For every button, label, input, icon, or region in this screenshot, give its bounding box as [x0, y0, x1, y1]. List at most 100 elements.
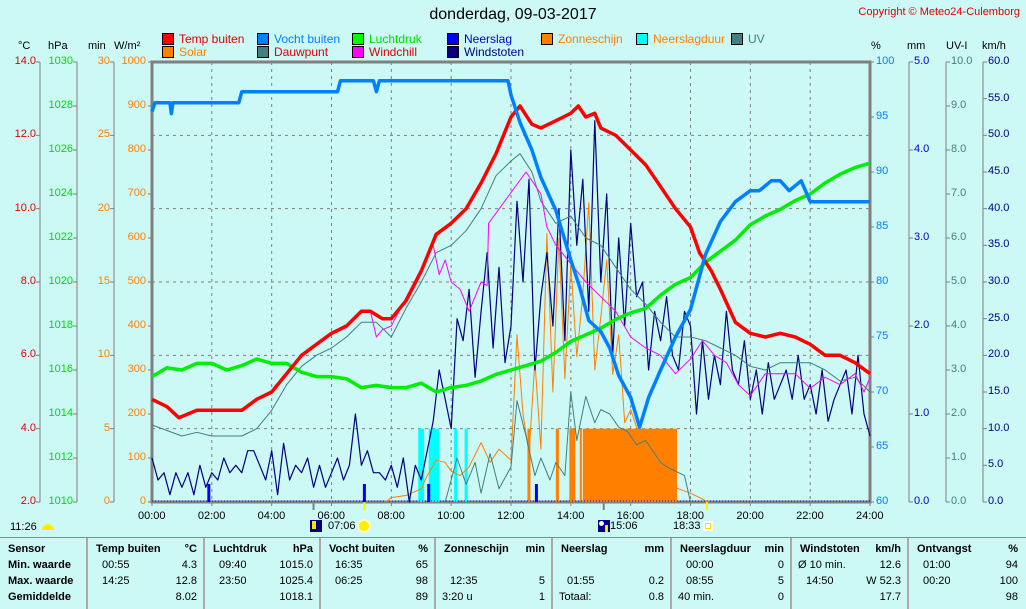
legend-label: Windchill: [369, 45, 418, 59]
stats-header: Windstoten: [800, 543, 860, 555]
axis-tick-label-solar: 800: [127, 143, 146, 155]
stats-value: 5: [777, 575, 784, 587]
stats-unit: km/h: [875, 543, 901, 555]
series-luchtdruk: [151, 161, 871, 394]
stats-time: 16:35: [335, 559, 363, 571]
stats-value: 98: [1005, 591, 1018, 603]
x-tick-label: 16:00: [616, 510, 645, 522]
stats-column: Luchtdruk hPa 09:40 1015.0 23:50 1025.4 1018.1: [205, 538, 321, 609]
stats-time: 00:20: [923, 575, 951, 587]
legend-label: Dauwpunt: [274, 45, 329, 59]
x-tick-label: 24:00: [856, 510, 884, 522]
legend-label: Neerslagduur: [653, 32, 726, 46]
axis-tick-label-humidity: 85: [876, 220, 889, 232]
legend-swatch: [731, 33, 743, 45]
axis-tick-label-solar: 600: [127, 231, 146, 243]
legend-item: Windchill: [352, 45, 417, 59]
x-tick-label: 18:00: [676, 510, 705, 522]
bar-zonneschijn: [527, 428, 531, 502]
stats-value: 100: [999, 575, 1018, 587]
axis-tick-label-minutes: 30: [97, 55, 110, 67]
axis-tick-label-temp: 14.0: [14, 55, 36, 67]
axis-unit-solar: W/m²: [114, 40, 141, 52]
stats-column: Temp buiten °C 00:55 4.3 14:25 12.8 8.02: [88, 538, 205, 609]
axis-tick-label-wind: 5.0: [988, 458, 1004, 471]
axis-tick-label-wind: 35.0: [988, 238, 1010, 251]
axis-tick-label-pressure: 1024: [48, 187, 73, 199]
axis-tick-label-wind: 30.0: [988, 275, 1010, 287]
axis-tick-label-humidity: 75: [876, 330, 889, 342]
stats-time: 3:20 u: [442, 591, 473, 603]
stats-unit: %: [1008, 543, 1018, 555]
series-windchill: [369, 171, 871, 397]
x-tick-label: 12:00: [497, 510, 525, 522]
axis-tick-label-humidity: 65: [876, 440, 889, 452]
stats-value: W 52.3: [866, 575, 901, 587]
axis-tick-label-wind: 50.0: [988, 128, 1010, 141]
series-temp-buiten: [151, 104, 872, 420]
stats-time: 23:50: [219, 575, 247, 587]
legend-item: Solar: [162, 45, 207, 59]
stats-time: 09:40: [219, 559, 247, 571]
axis-tick-label-wind: 45.0: [988, 165, 1010, 177]
axis-tick-label-wind: 60.0: [988, 55, 1010, 67]
legend-label: UV: [748, 32, 765, 46]
axis-tick-label-minutes: 10: [97, 348, 110, 361]
chart-title: donderdag, 09-03-2017: [429, 6, 597, 23]
legend-label: Solar: [179, 45, 208, 59]
sun-daylength-icon: [41, 524, 54, 531]
axis-unit-humidity: %: [871, 40, 881, 52]
axis-unit-minutes: min: [88, 40, 106, 52]
stats-row-label: Max. waarde: [8, 575, 74, 587]
stats-row-label: Min. waarde: [8, 559, 71, 571]
axis-unit-rain: mm: [907, 40, 926, 52]
legend-item: Neerslag: [447, 32, 512, 46]
legend-item: Dauwpunt: [257, 45, 328, 59]
series-windstoten: [151, 120, 871, 503]
stats-time: 08:55: [686, 575, 714, 587]
stats-value: 1015.0: [279, 559, 313, 571]
stats-value: 8.02: [175, 591, 197, 603]
legend-label: Zonneschijn: [558, 32, 623, 46]
axis-tick-label-wind: 25.0: [988, 311, 1010, 324]
copyright-notice: Copyright © Meteo24-Culemborg: [858, 6, 1020, 18]
stats-value: 17.7: [879, 591, 901, 603]
stats-time: 00:55: [102, 559, 130, 571]
legend-item: Vocht buiten: [257, 32, 340, 46]
legend-swatch: [257, 46, 269, 58]
stats-time: 01:55: [567, 575, 595, 587]
bar-neerslagduur: [464, 428, 468, 502]
bar-neerslag: [534, 484, 538, 502]
x-tick-label: 20:00: [736, 510, 764, 522]
stats-column: Neerslagduur min 00:00 0 08:55 5 40 min. 0: [672, 538, 792, 609]
axis-unit-wind: km/h: [982, 40, 1006, 52]
axis-tick-label-uv: 0.0: [951, 495, 967, 507]
bar-neerslag: [207, 484, 211, 502]
stats-value: 65: [415, 559, 428, 571]
stats-value: 0.8: [648, 591, 664, 603]
legend-label: Luchtdruk: [369, 32, 422, 46]
series-uv: [444, 391, 691, 503]
axis-tick-label-rain: 5.0: [914, 55, 930, 67]
axis-tick-label-pressure: 1012: [48, 451, 73, 463]
stats-header: Vocht buiten: [329, 543, 395, 555]
axis-tick-label-pressure: 1016: [48, 363, 73, 375]
axis-tick-label-wind: 0.0: [988, 495, 1004, 507]
bar-zonneschijn: [579, 428, 582, 502]
sunset-label: 18:33: [673, 520, 713, 532]
axis-tick-label-temp: 10.0: [14, 201, 36, 214]
x-tick-label: 06:00: [317, 510, 346, 522]
axis-tick-label-solar: 300: [127, 363, 146, 375]
stats-row-label: Gemiddelde: [8, 591, 71, 603]
moonset-icon: [310, 520, 322, 532]
stats-time: 06:25: [335, 575, 363, 587]
axis-tick-label-pressure: 1022: [48, 231, 73, 243]
axis-tick-label-wind: 10.0: [988, 421, 1010, 434]
stats-unit: hPa: [292, 543, 313, 555]
moonrise-label: 15:06: [598, 520, 638, 532]
stats-value: 0: [777, 591, 784, 603]
moonrise-icon: [598, 520, 610, 532]
axis-tick-label-minutes: 5: [103, 421, 110, 434]
series-vocht-buiten: [150, 78, 870, 429]
sunset-time: 18:33: [673, 520, 701, 532]
